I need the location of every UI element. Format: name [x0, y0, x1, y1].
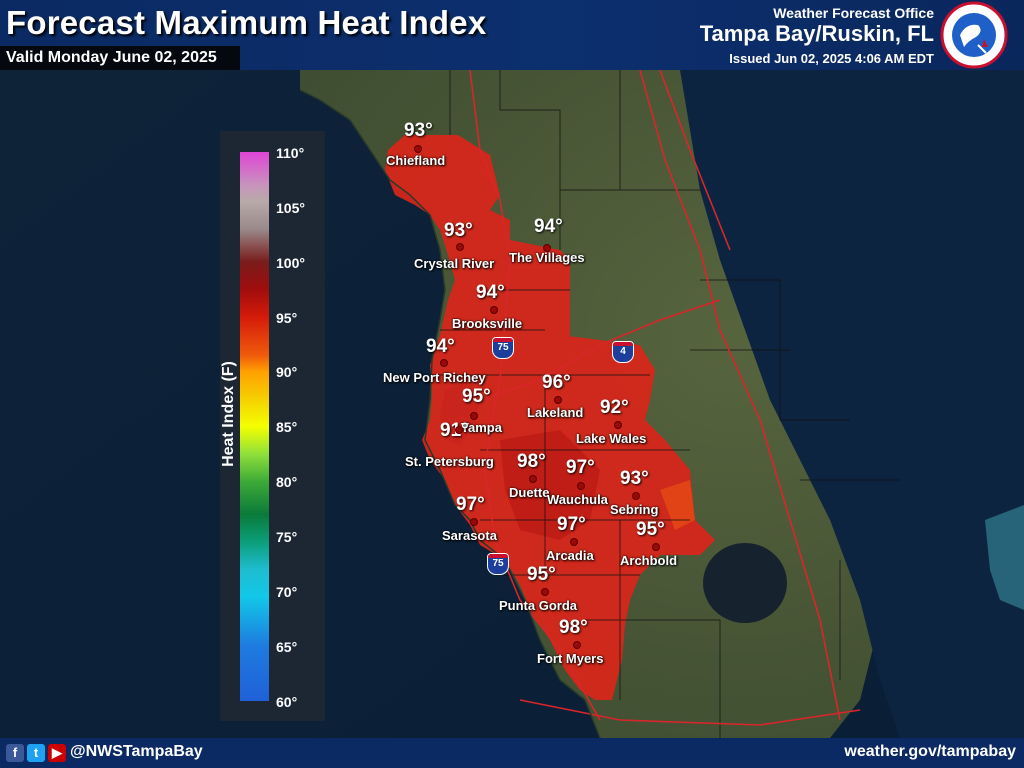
- legend-tick: 95°: [276, 310, 298, 326]
- legend-tick: 90°: [276, 364, 298, 380]
- location-temp-the-villages: 94°: [534, 216, 563, 237]
- location-city-tampa: Tampa: [461, 420, 502, 435]
- bahamas-shallows: [985, 505, 1024, 610]
- location-city-crystal-river: Crystal River: [414, 256, 495, 271]
- location-temp-st-petersburg: 91°: [440, 420, 469, 442]
- location-city-the-villages: The Villages: [509, 250, 585, 265]
- social-icons: f t ▶: [6, 744, 66, 762]
- valid-date-bar: [0, 46, 240, 70]
- location-city-sarasota: Sarasota: [442, 528, 497, 543]
- legend-tick: 100°: [276, 255, 305, 271]
- location-city-lake-wales: Lake Wales: [576, 431, 647, 446]
- location-temp-wauchula: 97°: [566, 457, 595, 478]
- location-dot: [577, 482, 585, 490]
- location-dot: [554, 396, 562, 404]
- location-temp-chiefland: 93°: [404, 120, 433, 141]
- valid-date: Valid Monday June 02, 2025: [6, 49, 217, 66]
- atlantic-water: [680, 70, 1024, 738]
- heat-index-cooler-edge: [660, 480, 695, 530]
- location-temp-archbold: 95°: [636, 519, 665, 540]
- location-temp-new-port-richey: 94°: [426, 336, 455, 357]
- location-dot: [614, 421, 622, 429]
- issued-time: Issued Jun 02, 2025 4:06 AM EDT: [729, 51, 934, 66]
- heat-index-hotspot: [500, 430, 600, 540]
- location-dot: [573, 641, 581, 649]
- interstate-75-shield: 75: [487, 553, 509, 575]
- location-city-brooksville: Brooksville: [452, 316, 523, 331]
- location-city-lakeland: Lakeland: [527, 405, 584, 420]
- county-lines: [430, 70, 900, 738]
- location-dot: [529, 475, 537, 483]
- interstate-roads: [469, 69, 861, 726]
- location-city-wauchula: Wauchula: [547, 492, 608, 507]
- office-label: Weather Forecast Office: [773, 5, 934, 21]
- location-dot: [414, 145, 422, 153]
- location-dot: [470, 518, 478, 526]
- legend-color-bar: [240, 152, 269, 701]
- legend-tick: 110°: [276, 145, 305, 161]
- location-city-duette: Duette: [509, 485, 550, 500]
- heat-index-area: [385, 135, 715, 700]
- location-temp-lakeland: 96°: [542, 372, 571, 393]
- map-title: Forecast Maximum Heat Index: [6, 4, 487, 41]
- location-dot: [632, 492, 640, 500]
- legend-panel: [220, 131, 325, 721]
- location-dot: [490, 306, 498, 314]
- location-temp-tampa: 95°: [462, 386, 491, 407]
- location-dot: [541, 588, 549, 596]
- location-city-punta-gorda: Punta Gorda: [499, 598, 578, 613]
- coastline: [299, 89, 601, 739]
- legend-tick: 65°: [276, 639, 298, 655]
- legend-title: Heat Index (F): [220, 361, 237, 467]
- location-city-st-petersburg: St. Petersburg: [405, 454, 494, 469]
- location-dot: [470, 412, 478, 420]
- location-city-archbold: Archbold: [620, 553, 678, 568]
- footer-bar: [0, 738, 1024, 768]
- location-city-sebring: Sebring: [610, 502, 659, 517]
- facebook-icon[interactable]: f: [6, 744, 24, 762]
- legend-tick: 80°: [276, 474, 298, 490]
- location-temp-sebring: 93°: [620, 468, 649, 489]
- nws-logo[interactable]: [938, 1, 1010, 69]
- location-temp-lake-wales: 92°: [600, 397, 629, 418]
- location-city-arcadia: Arcadia: [546, 548, 594, 563]
- youtube-icon[interactable]: ▶: [48, 744, 66, 762]
- social-handle[interactable]: @NWSTampaBay: [70, 743, 203, 760]
- lake-okeechobee: [703, 543, 787, 623]
- location-temp-crystal-river: 93°: [444, 220, 473, 241]
- location-temp-fort-myers: 98°: [559, 617, 588, 638]
- location-temp-duette: 98°: [517, 451, 546, 472]
- legend-tick: 75°: [276, 529, 298, 545]
- legend-tick: 70°: [276, 584, 298, 600]
- location-city-fort-myers: Fort Myers: [537, 651, 604, 666]
- location-dot: [440, 359, 448, 367]
- interstate-75-shield: 75: [492, 337, 514, 359]
- location-dot: [652, 543, 660, 551]
- location-temp-arcadia: 97°: [557, 514, 586, 535]
- website-link[interactable]: weather.gov/tampabay: [844, 743, 1016, 760]
- location-dot: [456, 243, 464, 251]
- location-temp-brooksville: 94°: [476, 282, 505, 303]
- legend-tick: 105°: [276, 200, 305, 216]
- location-dot: [570, 538, 578, 546]
- location-city-new-port-richey: New Port Richey: [383, 370, 486, 385]
- office-name[interactable]: Tampa Bay/Ruskin, FL: [699, 21, 934, 46]
- location-temp-punta-gorda: 95°: [527, 564, 556, 585]
- interstate-4-shield: 4: [612, 341, 634, 363]
- legend-tick: 85°: [276, 419, 298, 435]
- location-dot: [543, 244, 551, 252]
- location-city-chiefland: Chiefland: [386, 153, 446, 168]
- location-dot: [455, 426, 463, 434]
- twitter-icon[interactable]: t: [27, 744, 45, 762]
- legend-tick: 60°: [276, 694, 298, 710]
- location-temp-sarasota: 97°: [456, 494, 485, 515]
